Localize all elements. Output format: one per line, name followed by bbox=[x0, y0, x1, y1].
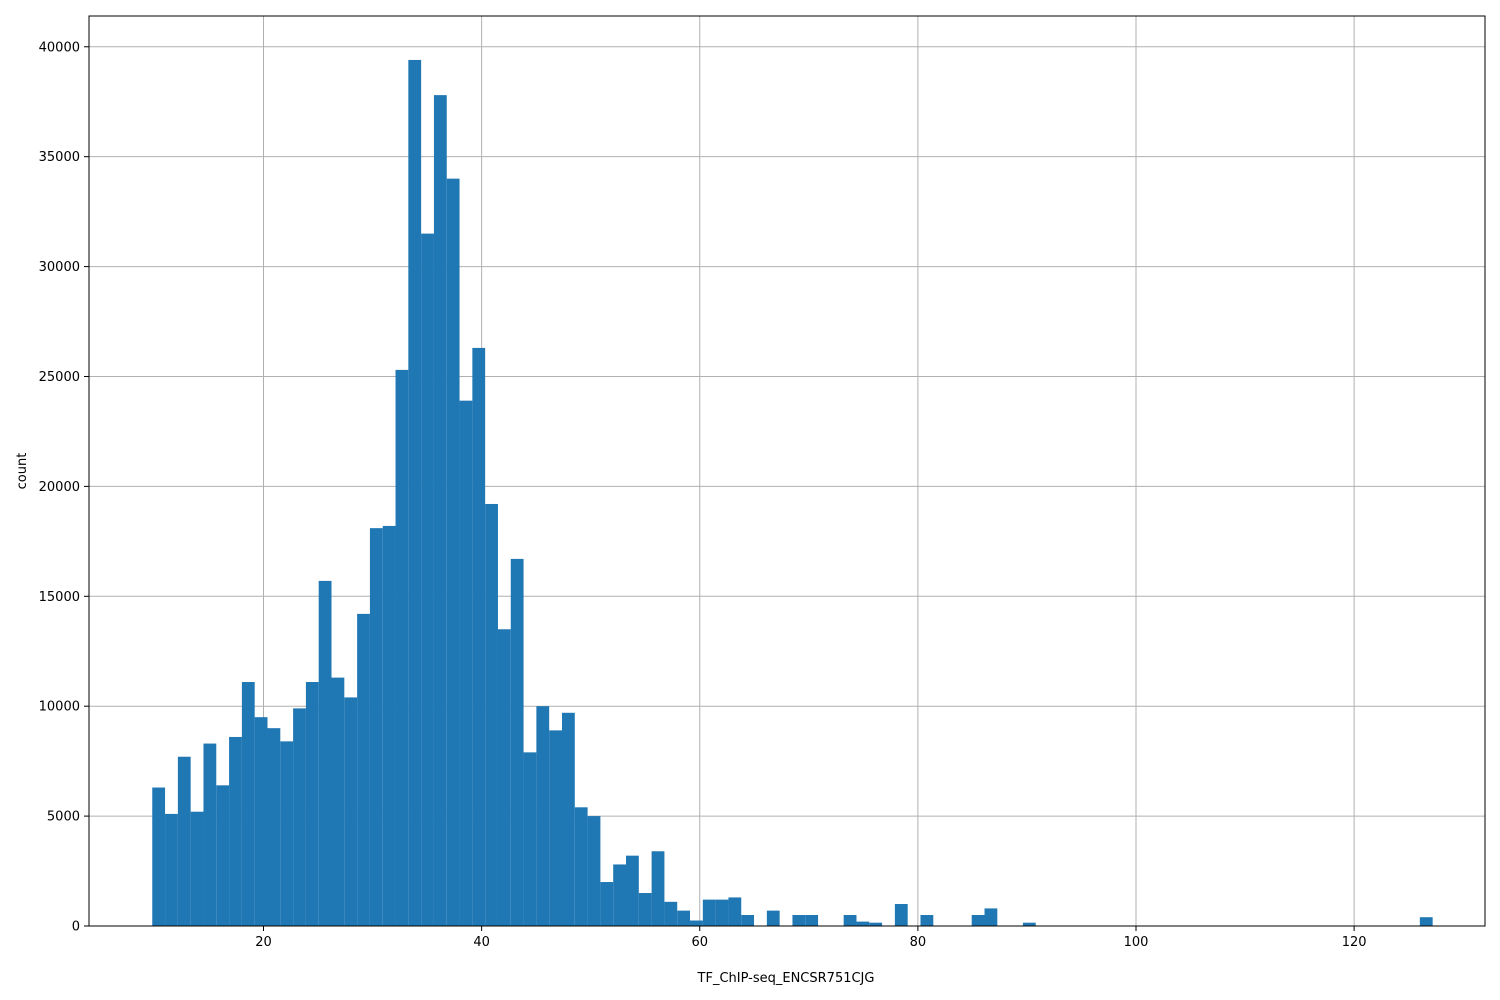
plot-frame bbox=[88, 15, 1486, 927]
histogram-bar bbox=[536, 706, 550, 926]
x-tick-label: 80 bbox=[910, 935, 927, 950]
histogram-bar bbox=[433, 95, 447, 926]
histogram-bar bbox=[408, 59, 422, 926]
histogram-bar bbox=[190, 811, 204, 926]
histogram-bar bbox=[894, 904, 908, 926]
histogram-bar bbox=[741, 915, 755, 926]
histogram-bar bbox=[613, 864, 627, 926]
histogram-bar bbox=[626, 855, 639, 926]
histogram-bar bbox=[792, 915, 806, 926]
histogram-bar bbox=[497, 629, 511, 926]
x-tick-label: 40 bbox=[473, 935, 490, 950]
y-tick-label: 40000 bbox=[39, 40, 80, 55]
histogram-bar bbox=[267, 728, 281, 926]
x-tick-label: 120 bbox=[1342, 935, 1367, 950]
y-tick-label: 5000 bbox=[47, 810, 80, 825]
histogram-bar bbox=[177, 756, 191, 926]
histogram-bar bbox=[216, 785, 230, 926]
histogram-bar bbox=[574, 807, 588, 926]
histogram-bar bbox=[331, 677, 345, 926]
histogram-bar bbox=[587, 816, 601, 926]
y-tick-label: 25000 bbox=[39, 370, 80, 385]
histogram-bar bbox=[459, 400, 473, 926]
bars-layer bbox=[152, 59, 1433, 927]
histogram-bar bbox=[395, 369, 409, 926]
histogram-bar bbox=[766, 910, 780, 926]
y-tick-label: 30000 bbox=[39, 260, 80, 275]
histogram-bar bbox=[638, 893, 652, 926]
histogram-bar bbox=[344, 697, 358, 926]
histogram-bar bbox=[702, 899, 716, 926]
histogram-bar bbox=[152, 787, 166, 926]
histogram-bar bbox=[472, 347, 486, 926]
histogram-bar bbox=[728, 897, 742, 926]
histogram-bar bbox=[446, 178, 460, 927]
histogram-bar bbox=[869, 922, 883, 926]
histogram-bar bbox=[920, 915, 934, 926]
grid-layer bbox=[89, 16, 1485, 927]
histogram-bar bbox=[1419, 917, 1433, 926]
histogram-bar bbox=[357, 613, 370, 926]
histogram-bar bbox=[523, 752, 537, 926]
x-axis-label: TF_ChIP-seq_ENCSR751CJG bbox=[697, 971, 875, 986]
histogram-bar bbox=[984, 908, 998, 926]
histogram-bar bbox=[280, 741, 294, 926]
y-tick-label: 35000 bbox=[39, 150, 80, 165]
axes-layer: 20 40 60 80 100 120 0 5000 10000 15000 20000 25000 3… bbox=[39, 15, 1486, 950]
histogram-bar bbox=[421, 233, 434, 926]
histogram-bar bbox=[254, 717, 268, 926]
x-tick-label: 100 bbox=[1124, 935, 1149, 950]
histogram-bar bbox=[305, 682, 319, 926]
histogram-bar bbox=[229, 736, 242, 926]
histogram-bar bbox=[165, 813, 178, 926]
histogram-bar bbox=[241, 682, 255, 926]
y-tick-label: 15000 bbox=[39, 590, 80, 605]
histogram-bar bbox=[561, 712, 575, 926]
histogram-bar bbox=[318, 580, 332, 926]
histogram-bar bbox=[1022, 922, 1036, 926]
histogram-bar bbox=[600, 882, 614, 926]
histogram-bar bbox=[203, 743, 217, 926]
histogram-bar bbox=[549, 730, 562, 926]
x-tick-label: 60 bbox=[691, 935, 708, 950]
histogram-bar bbox=[510, 558, 524, 926]
y-tick-label: 20000 bbox=[39, 480, 80, 495]
y-tick-label: 0 bbox=[72, 920, 80, 935]
histogram-bar bbox=[677, 910, 691, 926]
y-tick-label: 10000 bbox=[39, 700, 80, 715]
histogram-bar bbox=[293, 708, 306, 926]
histogram-bar bbox=[715, 899, 729, 926]
histogram-bar bbox=[971, 915, 985, 926]
histogram-bar bbox=[382, 525, 396, 926]
histogram-bar bbox=[485, 503, 498, 926]
histogram-bar bbox=[651, 851, 665, 926]
histogram-bar bbox=[856, 921, 870, 926]
histogram-bar bbox=[843, 915, 857, 926]
histogram-bar bbox=[690, 920, 703, 926]
histogram-bar bbox=[664, 901, 678, 926]
histogram-bar bbox=[369, 528, 383, 926]
x-tick-label: 20 bbox=[255, 935, 272, 950]
histogram-bar bbox=[805, 915, 819, 926]
y-axis-label: count bbox=[15, 453, 30, 490]
